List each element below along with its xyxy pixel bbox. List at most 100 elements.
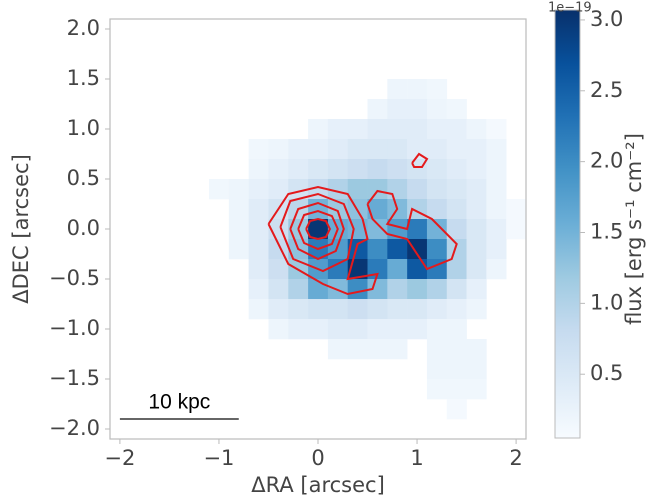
- heatmap-cell: [426, 239, 448, 260]
- heatmap-cell: [288, 179, 309, 200]
- heatmap-cell: [367, 139, 388, 160]
- contour: [411, 152, 429, 168]
- colorbar-tick-label: 3.0: [590, 7, 623, 31]
- heatmap-cell: [268, 319, 289, 340]
- heatmap-cell: [327, 299, 349, 320]
- heatmap-cell: [209, 179, 230, 200]
- heatmap-cell: [387, 239, 408, 260]
- heatmap-cell: [367, 199, 388, 220]
- heatmap-cell: [347, 319, 368, 340]
- heatmap-cell: [407, 319, 428, 340]
- heatmap: [209, 79, 527, 420]
- heatmap-cell: [327, 259, 349, 280]
- heatmap-cell: [387, 79, 408, 100]
- heatmap-cell: [426, 359, 448, 380]
- colorbar-tick-label: 2.0: [590, 149, 623, 173]
- heatmap-cell: [327, 319, 349, 340]
- contour: [267, 185, 379, 296]
- heatmap-cell: [248, 259, 269, 280]
- heatmap-cell: [466, 199, 487, 220]
- heatmap-cell: [426, 119, 448, 140]
- heatmap-cell: [228, 179, 249, 200]
- contour: [366, 189, 458, 271]
- heatmap-cell: [347, 159, 368, 180]
- heatmap-cell: [446, 119, 467, 140]
- x-tick-label: 0: [311, 446, 324, 470]
- heatmap-cell: [327, 239, 349, 260]
- y-tick-label: −2.0: [49, 416, 100, 440]
- heatmap-cell: [308, 119, 329, 140]
- heatmap-cell: [426, 379, 448, 400]
- contour: [279, 192, 355, 273]
- heatmap-cell: [407, 179, 428, 200]
- heatmap-cell: [426, 199, 448, 220]
- heatmap-cell: [407, 99, 428, 120]
- heatmap-cell: [248, 279, 269, 300]
- heatmap-cell: [367, 219, 388, 240]
- y-tick-label: 1.5: [67, 66, 100, 90]
- y-tick-label: −1.5: [49, 366, 100, 390]
- heatmap-cell: [268, 139, 289, 160]
- heatmap-cell: [228, 239, 249, 260]
- heatmap-cell: [466, 259, 487, 280]
- contour: [289, 201, 345, 261]
- heatmap-cell: [308, 159, 329, 180]
- heatmap-cell: [446, 399, 467, 420]
- heatmap-cell: [407, 299, 428, 320]
- heatmap-cell: [446, 319, 467, 340]
- heatmap-cell: [268, 299, 289, 320]
- heatmap-cell: [446, 219, 467, 240]
- heatmap-cell: [486, 239, 507, 260]
- heatmap-cell: [426, 99, 448, 120]
- heatmap-cell: [426, 259, 448, 280]
- heatmap-cell: [426, 139, 448, 160]
- heatmap-cell: [387, 159, 408, 180]
- y-axis-label: ΔDEC [arcsec]: [9, 154, 33, 304]
- heatmap-cell: [466, 139, 487, 160]
- colorbar-offset: 1e−19: [548, 1, 592, 16]
- colorbar-label: flux [erg s⁻¹ cm⁻²]: [622, 133, 646, 325]
- heatmap-cell: [288, 299, 309, 320]
- heatmap-cell: [486, 219, 507, 240]
- heatmap-cell: [268, 159, 289, 180]
- heatmap-cell: [387, 319, 408, 340]
- colorbar-tick-label: 1.5: [590, 220, 623, 244]
- heatmap-cell: [248, 299, 269, 320]
- heatmap-cell: [367, 239, 388, 260]
- x-tick-label: −1: [203, 446, 234, 470]
- heatmap-cell: [466, 179, 487, 200]
- y-tick-label: 2.0: [67, 16, 100, 40]
- heatmap-cell: [426, 159, 448, 180]
- heatmap-cell: [407, 119, 428, 140]
- heatmap-cell: [367, 319, 388, 340]
- heatmap-cell: [367, 279, 388, 300]
- heatmap-cell: [347, 179, 368, 200]
- heatmap-cell: [228, 199, 249, 220]
- colorbar: [554, 9, 581, 439]
- heatmap-cell: [248, 139, 269, 160]
- heatmap-cell: [367, 179, 388, 200]
- heatmap-cell: [387, 179, 408, 200]
- heatmap-cell: [387, 339, 408, 360]
- heatmap-cell: [506, 199, 527, 220]
- heatmap-cell: [248, 239, 269, 260]
- heatmap-cell: [486, 119, 507, 140]
- heatmap-cell: [466, 159, 487, 180]
- heatmap-cell: [248, 179, 269, 200]
- heatmap-cell: [288, 139, 309, 160]
- heatmap-cell: [466, 279, 487, 300]
- heatmap-cell: [506, 219, 527, 240]
- heatmap-cell: [426, 339, 448, 360]
- x-axis-label: ΔRA [arcsec]: [251, 473, 385, 497]
- heatmap-cell: [486, 139, 507, 160]
- heatmap-cell: [426, 219, 448, 240]
- heatmap-cell: [407, 79, 428, 100]
- heatmap-cell: [426, 319, 448, 340]
- heatmap-cell: [308, 219, 329, 240]
- heatmap-cell: [446, 359, 467, 380]
- heatmap-cell: [446, 259, 467, 280]
- heatmap-cell: [387, 119, 408, 140]
- heatmap-cell: [327, 119, 349, 140]
- heatmap-cell: [446, 199, 467, 220]
- heatmap-cell: [347, 119, 368, 140]
